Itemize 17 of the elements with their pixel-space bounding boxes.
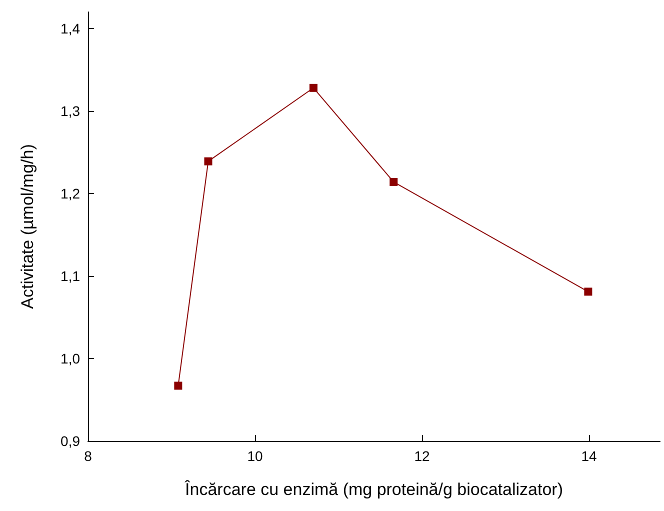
point — [174, 382, 182, 390]
point — [309, 84, 318, 92]
point — [584, 288, 592, 296]
point — [390, 178, 398, 186]
y-tick-label: 1,2 — [60, 186, 80, 202]
y-tick-label: 1,0 — [60, 350, 80, 366]
y-tick-label: 1,1 — [60, 268, 80, 284]
x-tick-label: 10 — [247, 448, 264, 464]
x-axis-title: Încărcare cu enzimă (mg proteină/g biocatalizator) — [184, 480, 563, 499]
x-tick-label: 14 — [581, 448, 598, 464]
y-tick-label: 1,3 — [60, 103, 80, 119]
y-axis-title: Activitate (µmol/mg/h) — [18, 144, 37, 309]
y-tick-label: 0,9 — [60, 433, 80, 449]
x-tick-label: 12 — [414, 448, 430, 464]
x-tick-label: 8 — [84, 448, 92, 464]
point — [204, 157, 212, 166]
y-tick-label: 1,4 — [60, 20, 80, 36]
